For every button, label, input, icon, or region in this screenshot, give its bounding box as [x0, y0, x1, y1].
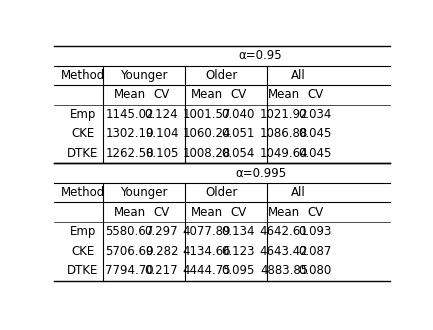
Text: Mean: Mean: [268, 206, 300, 219]
Text: 0.034: 0.034: [298, 108, 332, 121]
Text: Mean: Mean: [191, 88, 223, 101]
Text: 1049.64: 1049.64: [260, 147, 308, 160]
Text: 0.124: 0.124: [145, 108, 178, 121]
Text: Mean: Mean: [113, 88, 145, 101]
Text: 0.045: 0.045: [298, 127, 332, 141]
Text: 4642.61: 4642.61: [260, 225, 308, 238]
Text: Emp: Emp: [69, 108, 96, 121]
Text: DTKE: DTKE: [67, 264, 98, 278]
Text: 5580.67: 5580.67: [106, 225, 154, 238]
Text: Older: Older: [205, 69, 237, 82]
Text: 0.087: 0.087: [298, 245, 332, 258]
Text: CV: CV: [153, 88, 170, 101]
Text: 4643.42: 4643.42: [260, 245, 308, 258]
Text: 0.282: 0.282: [145, 245, 178, 258]
Text: 1001.57: 1001.57: [183, 108, 231, 121]
Text: Younger: Younger: [120, 186, 168, 199]
Text: CV: CV: [153, 206, 170, 219]
Text: 0.040: 0.040: [221, 108, 255, 121]
Text: 0.080: 0.080: [299, 264, 332, 278]
Text: Older: Older: [205, 186, 237, 199]
Text: 5706.69: 5706.69: [105, 245, 154, 258]
Text: 0.093: 0.093: [298, 225, 332, 238]
Text: 4077.89: 4077.89: [183, 225, 231, 238]
Text: 1262.58: 1262.58: [105, 147, 154, 160]
Text: 1008.28: 1008.28: [183, 147, 231, 160]
Text: 0.134: 0.134: [221, 225, 255, 238]
Text: Mean: Mean: [113, 206, 145, 219]
Text: 1086.88: 1086.88: [260, 127, 308, 141]
Text: 1021.92: 1021.92: [260, 108, 308, 121]
Text: All: All: [291, 186, 306, 199]
Text: CV: CV: [307, 206, 323, 219]
Text: Method: Method: [61, 186, 105, 199]
Text: 0.217: 0.217: [145, 264, 178, 278]
Text: 4444.75: 4444.75: [182, 264, 231, 278]
Text: 4883.85: 4883.85: [260, 264, 308, 278]
Text: CV: CV: [230, 206, 246, 219]
Text: α=0.95: α=0.95: [239, 49, 282, 62]
Text: 0.104: 0.104: [145, 127, 178, 141]
Text: α=0.995: α=0.995: [235, 167, 286, 180]
Text: 0.123: 0.123: [221, 245, 255, 258]
Text: CV: CV: [230, 88, 246, 101]
Text: All: All: [291, 69, 306, 82]
Text: 4134.66: 4134.66: [182, 245, 231, 258]
Text: DTKE: DTKE: [67, 147, 98, 160]
Text: Mean: Mean: [191, 206, 223, 219]
Text: Younger: Younger: [120, 69, 168, 82]
Text: 1145.02: 1145.02: [105, 108, 154, 121]
Text: Emp: Emp: [69, 225, 96, 238]
Text: CKE: CKE: [71, 245, 94, 258]
Text: 1302.19: 1302.19: [105, 127, 154, 141]
Text: 0.105: 0.105: [145, 147, 178, 160]
Text: 0.051: 0.051: [221, 127, 255, 141]
Text: Method: Method: [61, 69, 105, 82]
Text: 7794.70: 7794.70: [105, 264, 154, 278]
Text: 0.095: 0.095: [221, 264, 255, 278]
Text: 1060.24: 1060.24: [183, 127, 231, 141]
Text: 0.045: 0.045: [298, 147, 332, 160]
Text: CV: CV: [307, 88, 323, 101]
Text: Mean: Mean: [268, 88, 300, 101]
Text: 0.054: 0.054: [221, 147, 255, 160]
Text: 0.297: 0.297: [145, 225, 178, 238]
Text: CKE: CKE: [71, 127, 94, 141]
